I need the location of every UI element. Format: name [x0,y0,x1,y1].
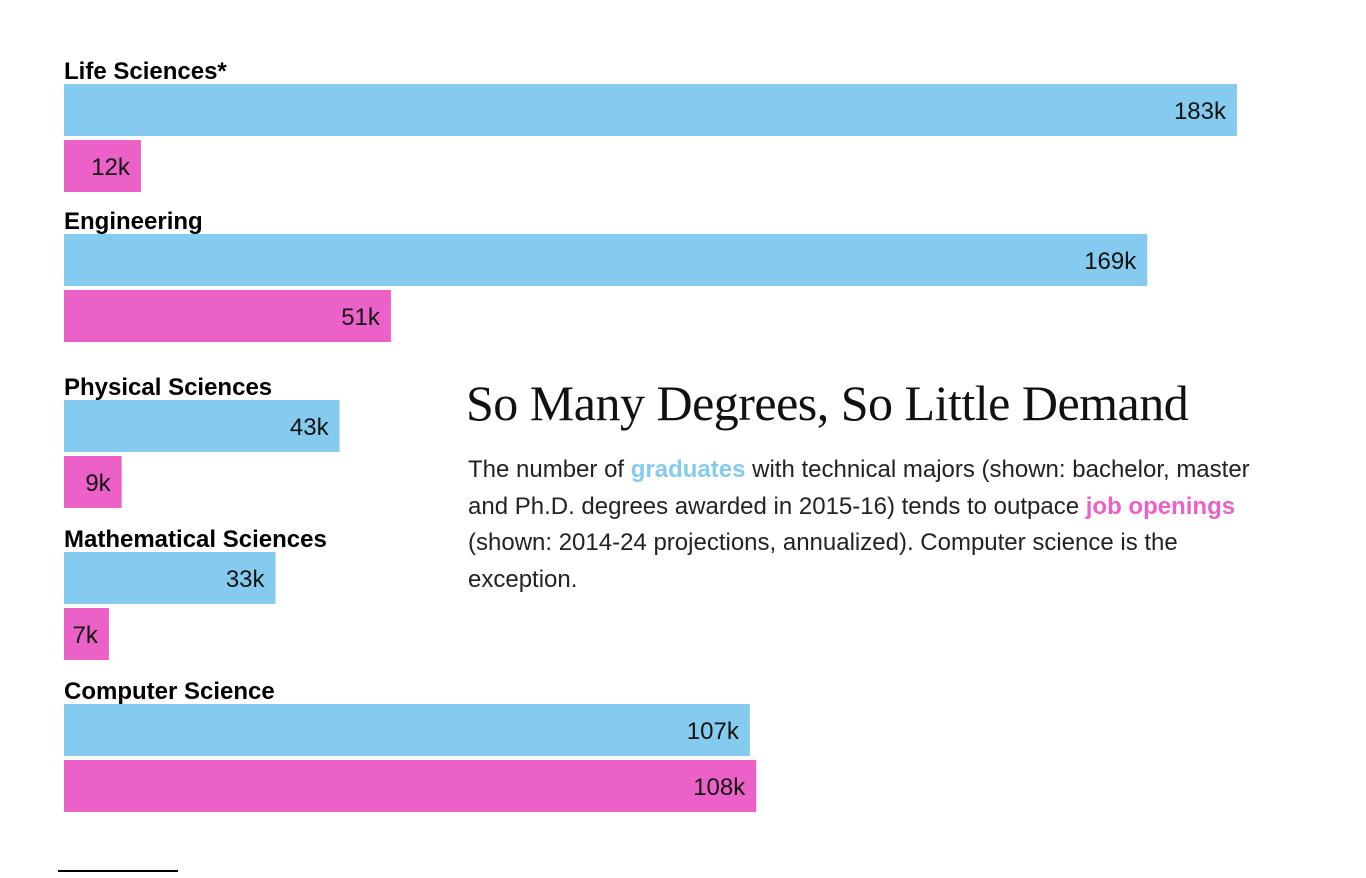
graduates-bar-physical-sciences [64,400,340,452]
job-openings-value-label-life-sciences: 12k [91,154,131,181]
job-openings-bar-life-sciences [64,140,141,192]
description-text-1: The number of [468,456,631,483]
graduates-bar-mathematical-sciences [64,552,276,604]
category-label-engineering: Engineering [64,208,203,235]
job-openings-bar-engineering [64,290,391,342]
category-label-life-sciences: Life Sciences* [64,58,227,85]
footer-rule [58,870,178,872]
description-text-3: (shown: 2014-24 projections, annualized)… [468,529,1178,593]
graduates-value-label-mathematical-sciences: 33k [226,566,266,593]
job-openings-legend-word: job openings [1085,492,1236,520]
graduates-value-label-computer-science: 107k [687,718,740,745]
category-label-physical-sciences: Physical Sciences [64,374,272,401]
chart-description: The number of graduates with technical m… [468,452,1258,598]
chart-title: So Many Degrees, So Little Demand [466,375,1189,431]
job-openings-value-label-computer-science: 108k [693,774,746,801]
graduates-bar-engineering [64,234,1148,286]
job-openings-value-label-mathematical-sciences: 7k [73,622,99,649]
graduates-value-label-life-sciences: 183k [1174,98,1227,125]
job-openings-bar-computer-science [64,760,757,812]
job-openings-bar-mathematical-sciences [64,608,109,660]
graduates-bar-computer-science [64,704,750,756]
graduates-bar-life-sciences [64,84,1237,136]
graduates-value-label-physical-sciences: 43k [290,414,330,441]
graduates-value-label-engineering: 169k [1084,248,1137,275]
job-openings-bar-physical-sciences [64,456,122,508]
category-label-computer-science: Computer Science [64,678,275,705]
job-openings-value-label-engineering: 51k [341,304,381,331]
category-label-mathematical-sciences: Mathematical Sciences [64,526,327,553]
graduates-legend-word: graduates [630,456,746,483]
description-text-2: with technical majors (shown: bachelor, … [468,456,1250,520]
job-openings-value-label-physical-sciences: 9k [85,470,111,497]
